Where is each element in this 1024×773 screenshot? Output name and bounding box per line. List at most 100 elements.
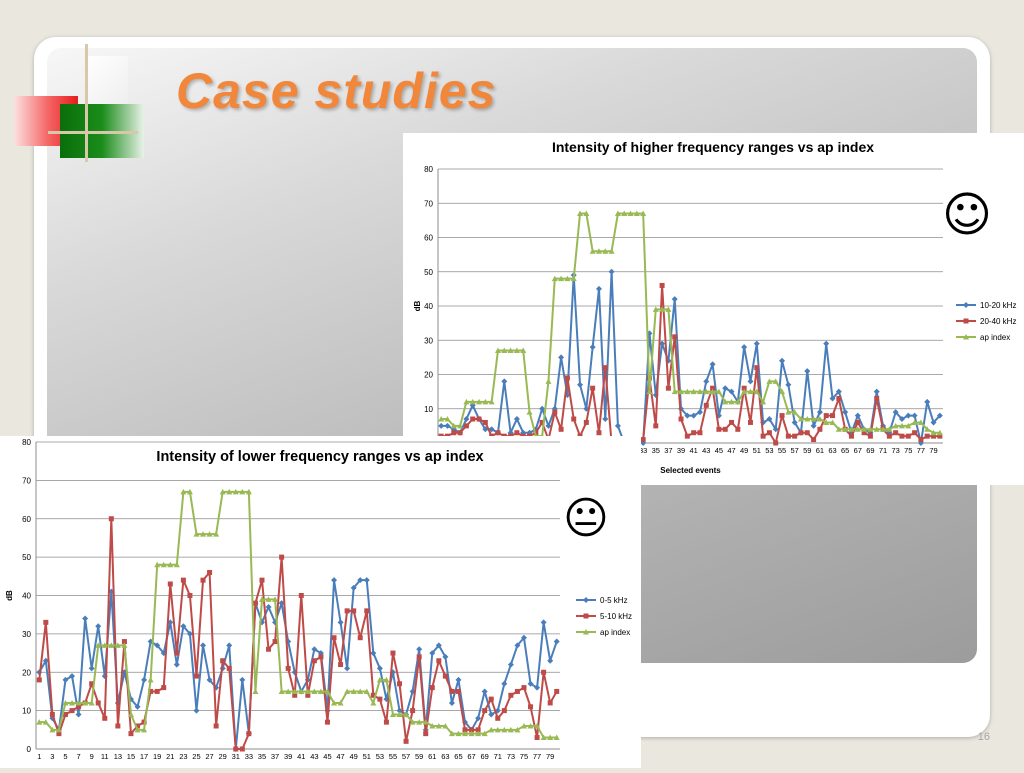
data-point <box>279 554 285 560</box>
data-point <box>383 676 390 683</box>
series-1 <box>438 282 943 446</box>
data-point <box>442 653 449 660</box>
data-point <box>377 696 383 702</box>
data-point <box>403 711 410 717</box>
data-point <box>716 426 722 432</box>
data-point <box>167 581 173 587</box>
x-tick-label: 53 <box>376 752 384 761</box>
data-point <box>397 681 403 687</box>
data-point <box>455 676 462 683</box>
data-point <box>127 711 134 717</box>
data-point <box>917 419 924 425</box>
data-point <box>874 395 880 401</box>
data-point <box>82 699 89 706</box>
data-point <box>488 711 495 718</box>
data-point <box>873 388 880 395</box>
data-point <box>547 734 554 740</box>
data-point <box>363 688 370 694</box>
x-tick-label: 63 <box>828 446 836 455</box>
data-point <box>722 426 728 432</box>
slide-title: Case studies <box>176 63 497 119</box>
chart-lower-frequency-svg: Intensity of lower frequency ranges vs a… <box>5 438 632 761</box>
series-0 <box>438 268 943 446</box>
data-point <box>200 577 206 583</box>
data-point <box>470 416 476 422</box>
data-point <box>785 381 792 388</box>
data-point <box>715 388 722 395</box>
data-point <box>564 275 571 282</box>
data-point <box>435 642 442 649</box>
data-point <box>898 422 905 429</box>
y-tick-label: 80 <box>424 165 433 174</box>
data-point <box>350 584 357 591</box>
x-tick-label: 11 <box>101 752 109 761</box>
data-point <box>429 650 436 657</box>
legend-marker <box>583 629 589 635</box>
data-point <box>265 596 272 602</box>
data-point <box>691 430 697 436</box>
data-point <box>554 688 560 694</box>
data-point <box>931 433 937 439</box>
data-point <box>69 673 76 680</box>
data-point <box>646 388 653 395</box>
data-point <box>337 699 344 706</box>
data-point <box>836 395 842 401</box>
data-point <box>690 412 697 419</box>
data-point <box>886 433 892 439</box>
data-point <box>200 531 207 537</box>
data-point <box>873 426 880 432</box>
data-point <box>462 730 469 737</box>
data-point <box>389 711 396 717</box>
legend-label: ap index <box>600 628 630 637</box>
data-point <box>545 422 552 429</box>
data-point <box>508 692 514 698</box>
data-point <box>671 296 678 303</box>
data-point <box>514 430 520 436</box>
data-point <box>614 422 621 429</box>
data-point <box>488 398 495 405</box>
legend-marker <box>583 597 589 603</box>
data-point <box>331 577 338 584</box>
data-point <box>429 722 436 729</box>
data-point <box>370 699 377 706</box>
data-point <box>376 665 383 672</box>
data-point <box>514 642 521 649</box>
data-point <box>311 688 318 694</box>
data-point <box>520 347 527 354</box>
data-point <box>684 388 691 395</box>
legend-label: 0-5 kHz <box>600 596 628 605</box>
data-point <box>324 719 330 725</box>
data-point <box>101 642 108 648</box>
data-point <box>226 665 232 671</box>
data-point <box>494 347 501 354</box>
data-point <box>697 430 703 436</box>
data-point <box>766 416 773 423</box>
x-tick-label: 45 <box>715 446 723 455</box>
data-point <box>672 334 678 340</box>
data-point <box>95 623 102 630</box>
data-point <box>444 416 451 422</box>
data-point <box>403 738 409 744</box>
data-point <box>867 433 873 439</box>
x-tick-label: 67 <box>467 752 475 761</box>
data-point <box>528 704 534 710</box>
data-point <box>905 422 912 429</box>
data-point <box>463 398 470 405</box>
data-point <box>513 416 520 423</box>
data-point <box>741 385 747 391</box>
y-tick-label: 30 <box>424 336 433 345</box>
data-point <box>659 282 665 288</box>
data-point <box>602 365 608 371</box>
legend-label: 5-10 kHz <box>600 612 632 621</box>
data-point <box>357 688 364 694</box>
x-tick-label: 43 <box>702 446 710 455</box>
data-point <box>678 416 684 422</box>
data-point <box>703 378 710 385</box>
data-point <box>291 688 298 694</box>
legend-marker <box>963 302 969 308</box>
data-point <box>252 600 258 606</box>
data-point <box>482 419 488 425</box>
x-tick-label: 77 <box>533 752 541 761</box>
data-point <box>141 726 148 733</box>
x-tick-label: 49 <box>350 752 358 761</box>
